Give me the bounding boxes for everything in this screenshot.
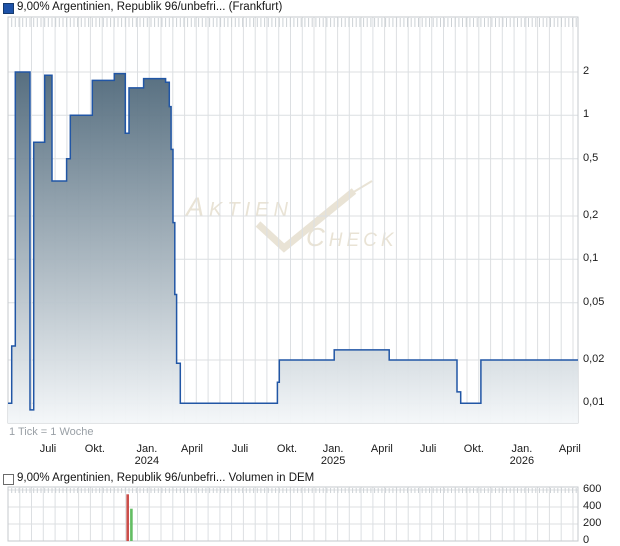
volume-week-ticks xyxy=(7,488,577,493)
volume-series-legend-icon xyxy=(3,474,14,485)
x-tick-label: Okt. xyxy=(84,443,105,455)
x-tick-label: April xyxy=(370,443,393,455)
x-tick-label: April xyxy=(180,443,203,455)
x-tick-year-label: 2025 xyxy=(320,455,346,467)
x-tick-year-label: 2026 xyxy=(509,455,535,467)
price-week-ticks xyxy=(7,18,577,27)
x-tick-label: Okt. xyxy=(276,443,298,455)
volume-y-tick-label: 0 xyxy=(583,534,590,546)
price-y-tick-label: 0,01 xyxy=(583,396,605,409)
price-chart-title: 9,00% Argentinien, Republik 96/unbefri..… xyxy=(17,1,283,13)
x-tick-label: Jan. xyxy=(511,443,533,455)
volume-y-tick-label: 400 xyxy=(583,500,602,512)
volume-y-tick-label: 200 xyxy=(583,517,602,529)
volume-bar xyxy=(126,494,129,542)
x-tick-label: Juli xyxy=(419,443,437,455)
x-tick-year-label: 2024 xyxy=(134,455,160,467)
volume-bar xyxy=(130,508,133,541)
x-tick-label: Juli xyxy=(39,443,57,455)
volume-chart-title: 9,00% Argentinien, Republik 96/unbefri..… xyxy=(17,472,315,484)
price-area xyxy=(8,72,578,423)
price-line xyxy=(8,71,578,411)
x-tick-label: April xyxy=(558,443,581,455)
plot-border xyxy=(7,486,579,542)
x-tick-label: Jan. xyxy=(322,443,344,455)
x-tick-label: Jan. xyxy=(136,443,158,455)
price-y-tick-label: 1 xyxy=(583,108,590,121)
price-y-tick-label: 0,05 xyxy=(583,295,605,308)
volume-grid xyxy=(7,487,578,541)
price-y-tick-label: 2 xyxy=(583,65,590,77)
price-y-tick-label: 0,1 xyxy=(583,252,599,265)
price-y-tick-label: 0,02 xyxy=(583,353,605,365)
x-tick-label: Okt. xyxy=(463,443,484,455)
volume-y-tick-label: 600 xyxy=(583,483,602,495)
price-y-tick-label: 0,2 xyxy=(583,209,599,221)
x-tick-label: Juli xyxy=(231,443,249,455)
tick-note: 1 Tick = 1 Woche xyxy=(9,426,94,438)
price-y-tick-label: 0,5 xyxy=(583,151,599,164)
price-series-legend-icon xyxy=(3,3,14,14)
